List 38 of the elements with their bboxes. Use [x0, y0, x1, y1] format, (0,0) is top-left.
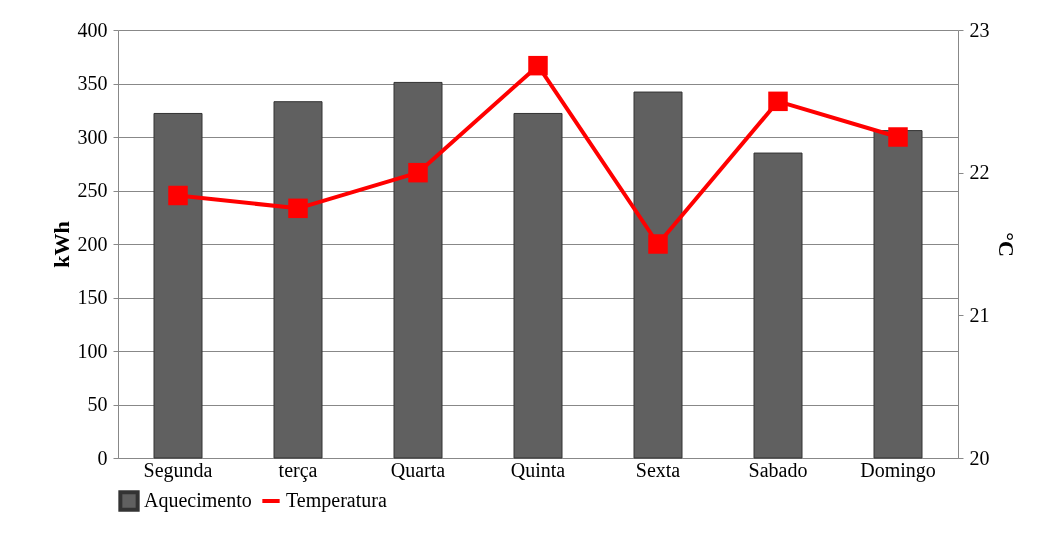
y-tick-label: 0: [97, 446, 108, 469]
bar: [753, 152, 803, 459]
point: [408, 162, 428, 183]
x-tick-label: Quinta: [510, 458, 566, 481]
y-axis-title: kWh: [48, 221, 74, 268]
bar: [273, 101, 323, 459]
point: [768, 91, 788, 112]
y2-tick-label: 22: [969, 161, 990, 184]
y-tick-label: 200: [77, 232, 108, 255]
bar: [513, 112, 563, 459]
bar: [633, 91, 683, 459]
legend-label: Aquecimento: [144, 489, 252, 512]
bar: [873, 130, 923, 459]
point: [888, 127, 908, 147]
x-tick-label: Sexta: [635, 458, 681, 481]
y-tick-label: 400: [77, 18, 108, 41]
x-tick-label: Segunda: [143, 458, 213, 482]
x-tick-label: Quarta: [390, 458, 446, 481]
point: [168, 185, 188, 206]
y2-tick-label: 23: [969, 18, 990, 41]
y2-axis-title: °C: [993, 232, 1019, 257]
point: [288, 198, 308, 219]
x-tick-label: terça: [278, 458, 318, 482]
legend-label: Temperatura: [286, 489, 387, 512]
point: [528, 55, 548, 76]
x-tick-label: Domingo: [860, 458, 936, 482]
bar: [393, 81, 443, 459]
y-tick-label: 250: [77, 179, 108, 201]
y-tick-label: 350: [77, 72, 108, 94]
y-tick-label: 300: [77, 125, 108, 148]
y-tick-label: 150: [77, 286, 108, 308]
y2-tick-label: 20: [969, 446, 990, 469]
y2-tick-label: 21: [969, 303, 990, 326]
point: [648, 234, 668, 254]
y-tick-label: 50: [87, 393, 108, 415]
bar: [153, 112, 203, 459]
y-tick-label: 100: [77, 339, 108, 362]
x-tick-label: Sabado: [748, 458, 808, 481]
